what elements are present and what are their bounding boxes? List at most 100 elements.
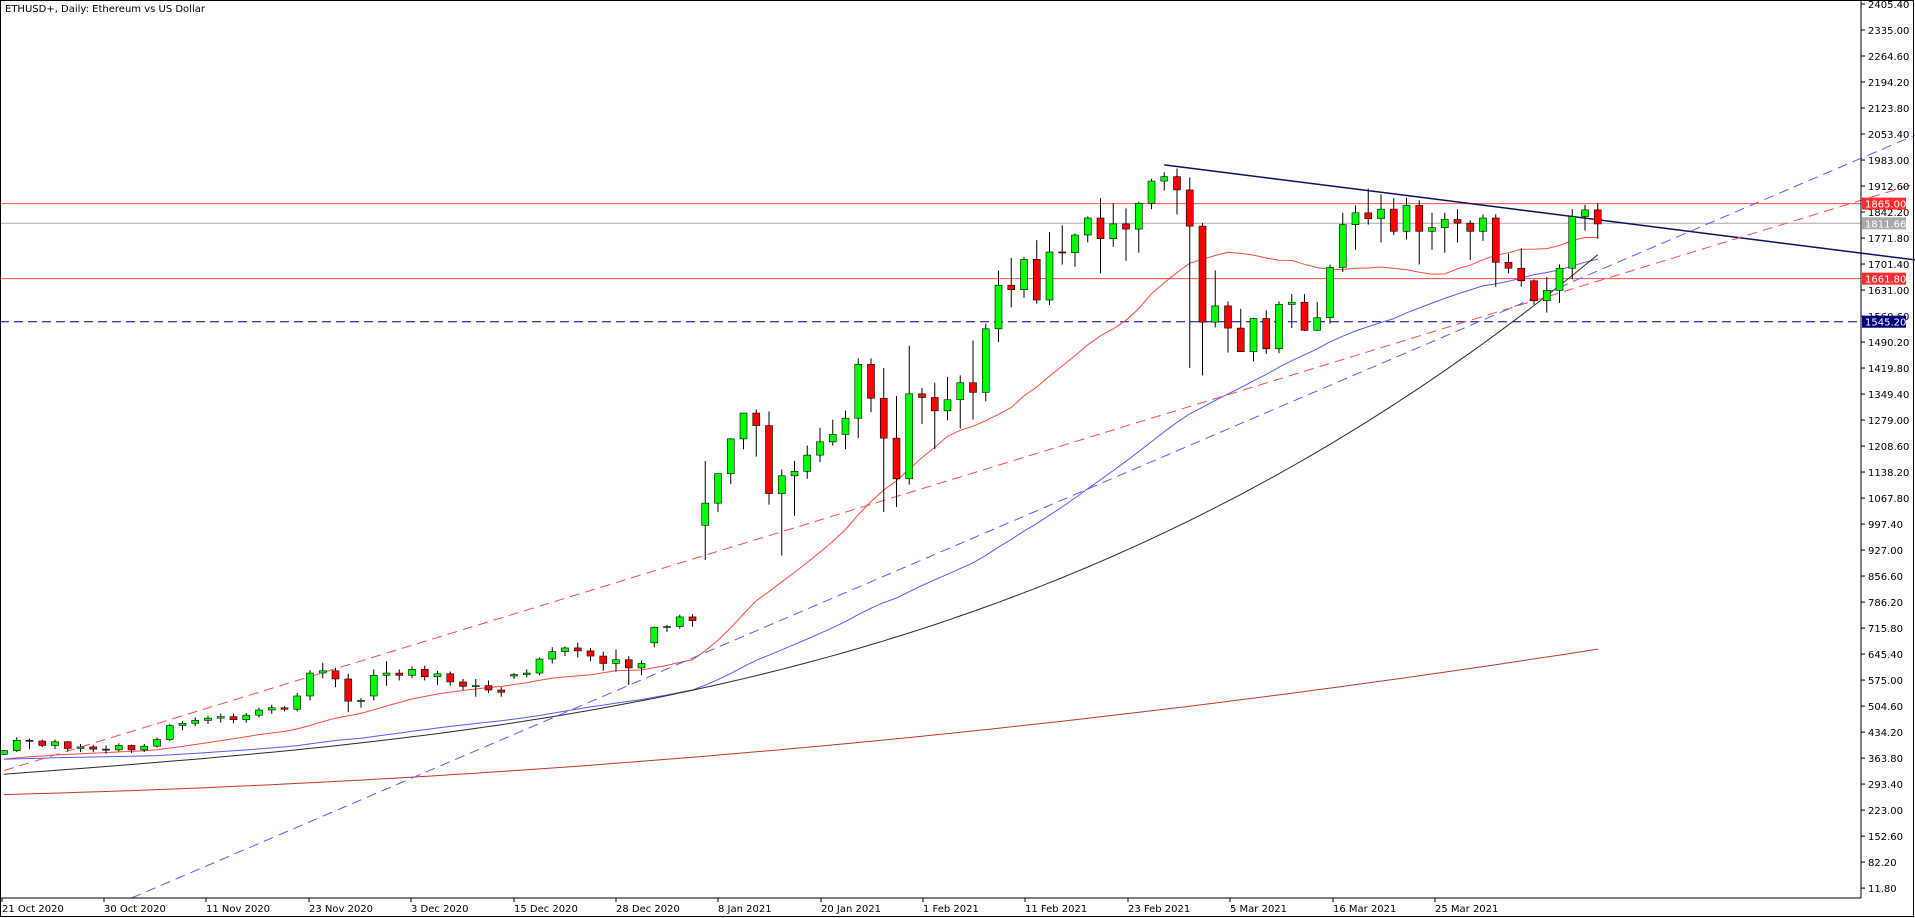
candle-body — [726, 438, 735, 474]
candle-body — [663, 626, 671, 628]
candle-body — [76, 746, 85, 749]
candle — [930, 382, 939, 450]
price-tick-label: 82.20 — [1868, 858, 1897, 869]
candle-body — [12, 739, 21, 751]
candle-body — [420, 669, 429, 678]
candle — [905, 345, 914, 485]
candle — [1466, 220, 1475, 261]
candle — [892, 396, 901, 507]
candle-body — [1147, 180, 1156, 204]
candle — [1313, 302, 1322, 332]
candle — [420, 665, 429, 681]
candle — [561, 646, 569, 657]
candle-body — [701, 502, 710, 526]
candle-body — [956, 382, 965, 401]
candle — [165, 724, 174, 742]
candle-body — [497, 689, 506, 693]
candle-body — [854, 363, 863, 419]
candle — [318, 662, 327, 679]
candle-body — [1338, 224, 1347, 268]
candle-body — [1032, 259, 1041, 301]
time-tick-label: 25 Mar 2021 — [1435, 904, 1498, 915]
candle — [1185, 177, 1194, 368]
candle — [63, 741, 72, 752]
time-axis: 21 Oct 2020 30 Oct 2020 11 Nov 2020 23 Nov … — [1, 898, 1498, 915]
candle-body — [165, 725, 174, 740]
candle-body — [586, 650, 595, 657]
candle-body — [114, 745, 123, 751]
candle-body — [1491, 217, 1500, 263]
candle-body — [471, 685, 480, 687]
candle — [790, 461, 799, 516]
candle-body — [1224, 305, 1232, 329]
candle — [586, 647, 595, 662]
candle — [1389, 198, 1398, 235]
candle-body — [306, 672, 314, 697]
candle-body — [752, 412, 761, 426]
ma-line-mid — [3, 258, 1598, 760]
candle-body — [1045, 251, 1054, 301]
candle — [204, 715, 212, 725]
candle-body — [1479, 217, 1487, 232]
candle — [255, 707, 263, 718]
candle-body — [573, 647, 582, 652]
candle-body — [280, 707, 289, 710]
candle-body — [803, 454, 812, 472]
candle-body — [153, 739, 161, 747]
candle — [267, 704, 276, 714]
price-tick-label: 575.00 — [1868, 676, 1903, 687]
price-tick-label: 363.80 — [1868, 754, 1903, 765]
candle-body — [357, 700, 365, 702]
candle — [726, 438, 735, 484]
candle-body — [25, 739, 34, 742]
candle-body — [433, 673, 442, 678]
candle — [1428, 212, 1436, 250]
candle — [1134, 201, 1143, 253]
candle — [994, 270, 1003, 343]
candle-body — [369, 674, 378, 697]
candle — [178, 721, 187, 730]
trendline-support-blue — [131, 134, 1915, 899]
candle-body — [382, 672, 391, 676]
candle — [918, 387, 926, 425]
candle — [752, 409, 761, 457]
candle-body — [51, 741, 59, 746]
candle-body — [484, 685, 493, 691]
candle-body — [102, 748, 110, 751]
candle-body — [1134, 202, 1143, 230]
price-tick-label: 1983.00 — [1868, 156, 1909, 167]
trendline-support-red — [3, 183, 1915, 772]
candle-body — [816, 441, 824, 456]
candle — [573, 642, 582, 658]
candle-body — [1389, 208, 1398, 232]
candle — [714, 473, 722, 513]
candle — [1479, 214, 1487, 241]
candle-body — [879, 397, 888, 439]
price-tick-label: 1490.20 — [1868, 338, 1909, 349]
candle-body — [229, 716, 238, 720]
candle — [956, 375, 965, 429]
candle — [612, 649, 620, 672]
candle-body — [943, 399, 952, 412]
candle-body — [548, 651, 557, 660]
price-tick-label: 1349.40 — [1868, 390, 1909, 401]
candle-body — [344, 678, 353, 702]
price-tick-label: 1279.00 — [1868, 416, 1909, 427]
price-tag-label: 1661.80 — [1865, 275, 1906, 286]
candle — [1491, 214, 1500, 287]
candle-body — [1377, 208, 1385, 220]
candle — [701, 461, 710, 561]
price-tag-box — [1862, 197, 1906, 210]
time-tick-label: 5 Mar 2021 — [1230, 904, 1287, 915]
price-tick-label: 1771.80 — [1868, 234, 1909, 245]
price-tick-label: 1842.20 — [1868, 208, 1909, 219]
price-tick-label: 2194.20 — [1868, 78, 1909, 89]
candle — [1326, 264, 1334, 324]
price-tick-label: 645.40 — [1868, 650, 1903, 661]
candle-body — [255, 709, 263, 716]
candle-body — [522, 672, 531, 675]
candle — [1504, 253, 1513, 274]
price-tick-label: 715.80 — [1868, 624, 1903, 635]
